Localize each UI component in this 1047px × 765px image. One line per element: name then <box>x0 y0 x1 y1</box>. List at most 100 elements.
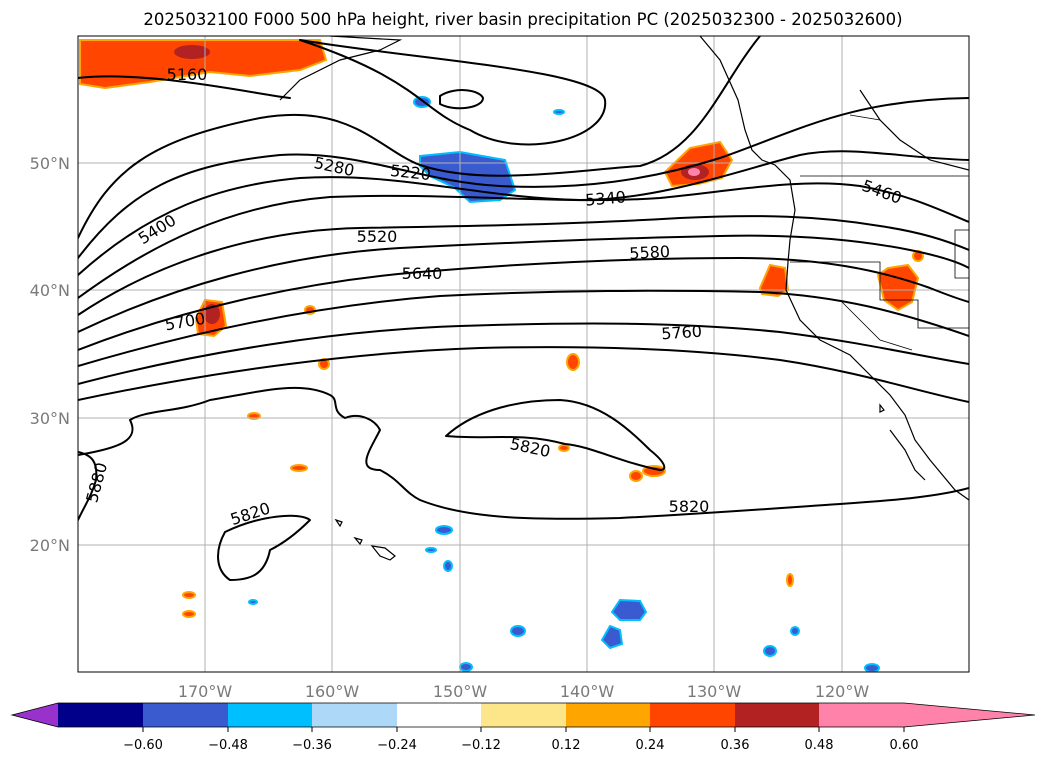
lon-label: 170°W <box>178 682 233 701</box>
contour-5820-closed <box>445 399 666 471</box>
positive-anomaly <box>290 464 308 472</box>
lon-label: 150°W <box>433 682 488 701</box>
contour-5580 <box>78 257 969 351</box>
contour-5460 <box>78 215 969 316</box>
map-area <box>78 36 969 672</box>
colorbar-ticks <box>142 727 905 732</box>
lat-label: 40°N <box>30 281 70 300</box>
figure-title: 2025032100 F000 500 hPa height, river ba… <box>143 10 902 29</box>
contour-5400 <box>78 182 969 299</box>
positive-anomaly <box>642 465 666 477</box>
contour-labels: 5160 5220 5280 5340 5400 5460 5520 5580 … <box>82 65 904 529</box>
colorbar-outline <box>10 702 1036 728</box>
colorbar-segment <box>819 703 904 727</box>
colorbar-tick-label: −0.36 <box>292 738 332 753</box>
hawaii-island <box>370 545 396 561</box>
negative-anomaly <box>443 560 453 572</box>
negative-anomaly <box>435 525 453 535</box>
baja-coast <box>889 429 926 481</box>
contour-5160-b <box>299 39 607 146</box>
positive-anomaly <box>182 591 196 599</box>
negative-anomaly <box>610 598 648 621</box>
height-contours <box>78 36 969 581</box>
colorbar-segment <box>58 703 143 727</box>
contour-label: 5220 <box>389 161 431 184</box>
hawaii-island <box>353 536 363 546</box>
contour-5280 <box>78 97 969 259</box>
lat-label: 50°N <box>30 154 70 173</box>
contour-5700 <box>78 322 969 385</box>
contour-5520 <box>78 234 969 333</box>
contour-label: 5820 <box>669 497 710 516</box>
contour-5880 <box>78 451 98 521</box>
lat-label: 20°N <box>30 536 70 555</box>
colorbar-segment <box>481 703 566 727</box>
colorbar-segment <box>228 703 312 727</box>
positive-anomaly <box>566 353 580 371</box>
positive-anomaly <box>786 573 794 587</box>
lon-label: 120°W <box>815 682 870 701</box>
lon-tick-labels: 170°W 160°W 150°W 140°W 130°W 120°W <box>178 682 870 701</box>
colorbar-segment <box>650 703 735 727</box>
hawaii-island <box>334 518 343 528</box>
lon-label: 140°W <box>560 682 615 701</box>
map-content: 5160 5220 5280 5340 5400 5460 5520 5580 … <box>78 36 969 672</box>
positive-anomaly-core <box>174 45 210 59</box>
colorbar-segment <box>397 703 481 727</box>
negative-anomaly <box>553 109 565 115</box>
negative-anomaly <box>248 599 258 605</box>
contour-label: 5760 <box>661 322 703 344</box>
negative-anomaly <box>864 663 880 672</box>
colorbar-tick-label: −0.60 <box>123 738 163 753</box>
contour-5640 <box>78 289 969 367</box>
colorbar-tick-labels: −0.60 −0.48 −0.36 −0.24 −0.12 0.12 0.24 … <box>123 738 918 753</box>
colorbar-segment <box>566 703 650 727</box>
province-border <box>849 114 901 141</box>
positive-anomaly <box>629 470 643 482</box>
colorbar-segment <box>312 703 397 727</box>
contour-5760 <box>78 346 969 403</box>
lat-label: 30°N <box>30 409 70 428</box>
contour-5220 <box>78 36 761 239</box>
positive-anomaly-peak <box>688 168 700 176</box>
colorbar-extend-high <box>904 703 1035 727</box>
colorbar-segment <box>735 703 819 727</box>
colorbar-tick-label: −0.48 <box>208 738 248 753</box>
positive-anomaly <box>558 444 570 452</box>
state-borders <box>790 261 969 329</box>
negative-anomaly <box>419 150 517 204</box>
colorbar-tick-label: 0.48 <box>805 738 834 753</box>
positive-anomaly <box>79 39 328 90</box>
contour-label: 5580 <box>629 242 671 263</box>
colorbar-tick-label: 0.60 <box>890 738 919 753</box>
negative-anomaly <box>763 645 777 657</box>
contour-label: 5640 <box>402 264 443 283</box>
colorbar-tick-label: 0.12 <box>552 738 581 753</box>
negative-anomaly <box>600 624 624 650</box>
negative-anomaly <box>790 626 800 636</box>
lat-tick-labels: 50°N 40°N 30°N 20°N <box>30 154 70 555</box>
colorbar-segment <box>143 703 228 727</box>
contour-5820-south <box>217 514 311 581</box>
contour-5160 <box>78 75 291 99</box>
contour-5820-main <box>78 386 969 520</box>
state-borders <box>839 299 913 351</box>
colorbar: −0.60 −0.48 −0.36 −0.24 −0.12 0.12 0.24 … <box>10 702 1036 753</box>
map-frame <box>77 35 970 673</box>
island <box>879 403 885 413</box>
lon-label: 160°W <box>305 682 360 701</box>
borders <box>790 114 969 351</box>
negative-anomaly <box>510 625 526 637</box>
contour-label: 5340 <box>584 187 626 209</box>
positive-anomaly <box>182 610 196 618</box>
contour-label: 5520 <box>357 227 398 246</box>
alaska-coast <box>279 36 403 101</box>
colorbar-tick-label: −0.12 <box>461 738 501 753</box>
colorbar-tick-label: −0.24 <box>377 738 417 753</box>
north-america-coast <box>699 36 969 501</box>
negative-anomaly <box>459 662 473 672</box>
precip-pc-shading <box>79 39 924 672</box>
contour-label: 5160 <box>167 65 208 84</box>
contour-small-low <box>439 89 484 110</box>
